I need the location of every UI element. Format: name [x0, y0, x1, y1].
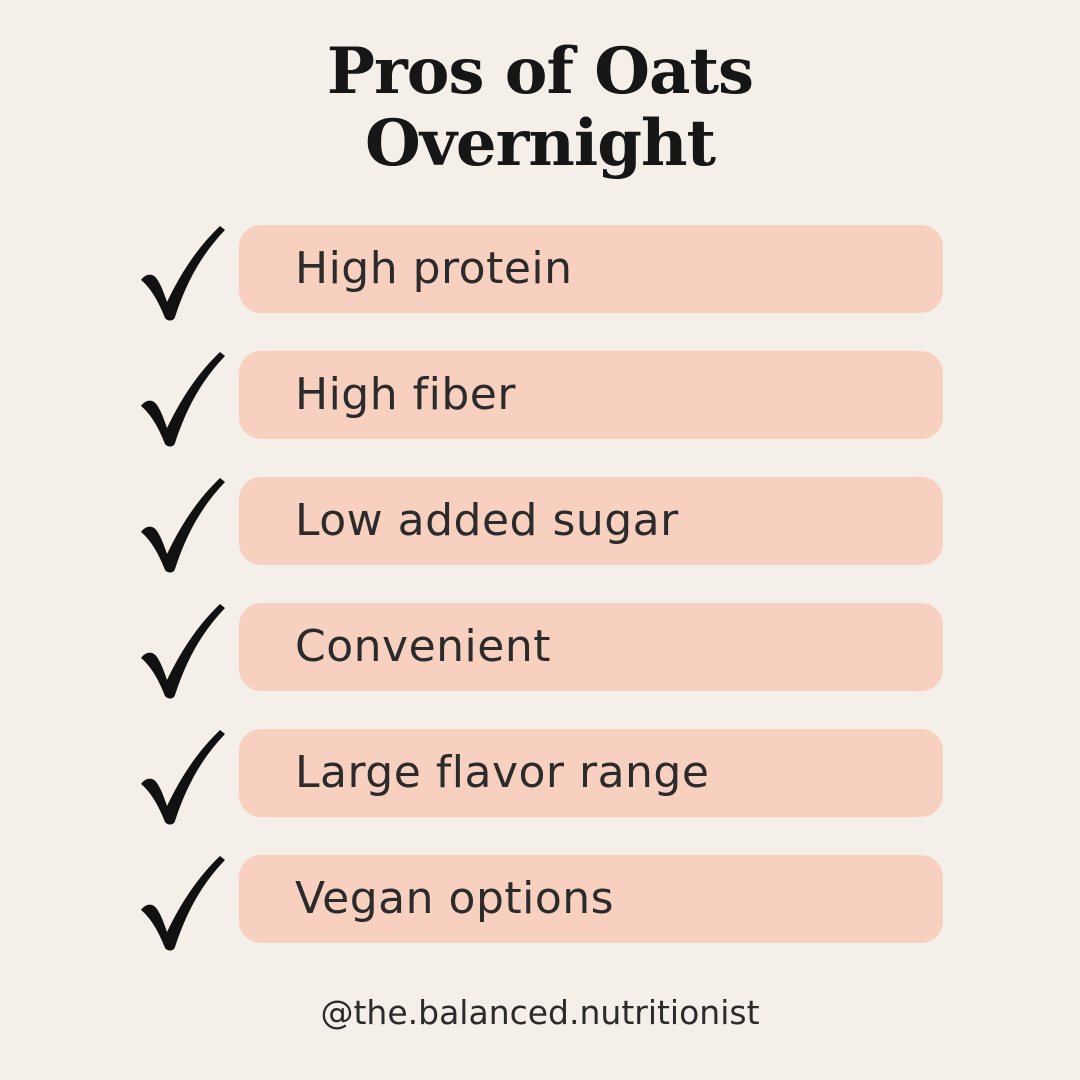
checklist-item-label: Large flavor range	[295, 747, 710, 799]
checkmark-icon	[141, 225, 225, 321]
checkmark-glyph	[141, 729, 225, 825]
checkmark-icon	[141, 477, 225, 573]
checklist-pill: High fiber	[239, 350, 943, 439]
checklist-item-label: Low added sugar	[295, 495, 679, 547]
checkmark-glyph	[141, 351, 225, 447]
checklist-item-label: Vegan options	[295, 873, 615, 925]
checklist: High protein High fiber Low added sugar	[0, 224, 1080, 981]
page-title-line2: Overnight	[364, 106, 716, 182]
checkmark-icon	[141, 603, 225, 699]
page-title: Pros of Oats Overnight	[0, 34, 1080, 182]
checklist-row: Low added sugar	[136, 476, 943, 573]
checklist-pill: High protein	[239, 224, 943, 313]
checklist-row: Convenient	[136, 602, 943, 699]
checkmark-glyph	[141, 855, 225, 951]
checkmark-glyph	[141, 603, 225, 699]
checklist-row: Vegan options	[136, 854, 943, 951]
checklist-pill: Convenient	[239, 602, 943, 691]
checklist-row: Large flavor range	[136, 728, 943, 825]
checklist-row: High protein	[136, 224, 943, 321]
checklist-item-label: High protein	[295, 243, 573, 295]
checkmark-glyph	[141, 477, 225, 573]
page-title-line1: Pros of Oats	[326, 34, 754, 109]
checklist-pill: Low added sugar	[239, 476, 943, 565]
checklist-item-label: High fiber	[295, 369, 516, 421]
footer-handle: @the.balanced.nutritionist	[320, 992, 760, 1032]
checklist-pill: Large flavor range	[239, 728, 943, 817]
checkmark-icon	[141, 855, 225, 951]
checkmark-glyph	[141, 225, 225, 321]
checkmark-icon	[141, 729, 225, 825]
checklist-pill: Vegan options	[239, 854, 943, 943]
checkmark-icon	[141, 351, 225, 447]
checklist-row: High fiber	[136, 350, 943, 447]
checklist-item-label: Convenient	[295, 621, 551, 673]
